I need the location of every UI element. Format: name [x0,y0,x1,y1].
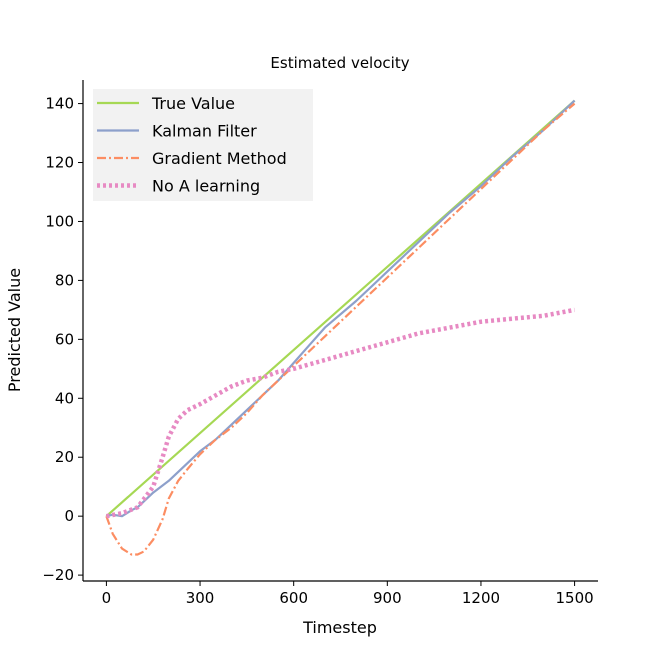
series-line-no-a-learning [105,307,576,519]
y-tick-label: 20 [55,448,74,466]
legend-label: True Value [151,94,235,113]
legend-frame [93,89,313,201]
x-tick-label: 1200 [462,589,500,607]
x-tick-label: 1500 [555,589,593,607]
y-tick-label: 80 [55,271,74,289]
y-axis-label: Predicted Value [5,268,24,392]
y-tick-label: 60 [55,330,74,348]
x-tick-label: 900 [373,589,402,607]
legend: True Value Kalman Filter Gradient Method No… [93,89,313,201]
x-axis-ticks: 0 300 600 900 1200 1500 [102,581,594,607]
series-layer [105,99,576,556]
legend-label: Kalman Filter [152,122,257,141]
chart-title: Estimated velocity [270,54,409,72]
legend-label: No A learning [152,177,260,196]
series-line-gradient-method [105,102,576,556]
legend-label: Gradient Method [152,149,287,168]
y-tick-label: −20 [42,566,74,584]
x-axis-label: Timestep [302,618,377,637]
x-tick-label: 0 [102,589,112,607]
y-tick-label: 100 [45,212,74,230]
y-axis-ticks: −20 0 20 40 60 80 100 120 140 [42,95,83,584]
x-tick-label: 300 [186,589,215,607]
x-tick-label: 600 [279,589,308,607]
series-line-true-value [105,99,576,518]
y-tick-label: 120 [45,154,74,172]
y-tick-label: 140 [45,95,74,113]
y-tick-label: 0 [64,507,74,525]
y-tick-label: 40 [55,389,74,407]
